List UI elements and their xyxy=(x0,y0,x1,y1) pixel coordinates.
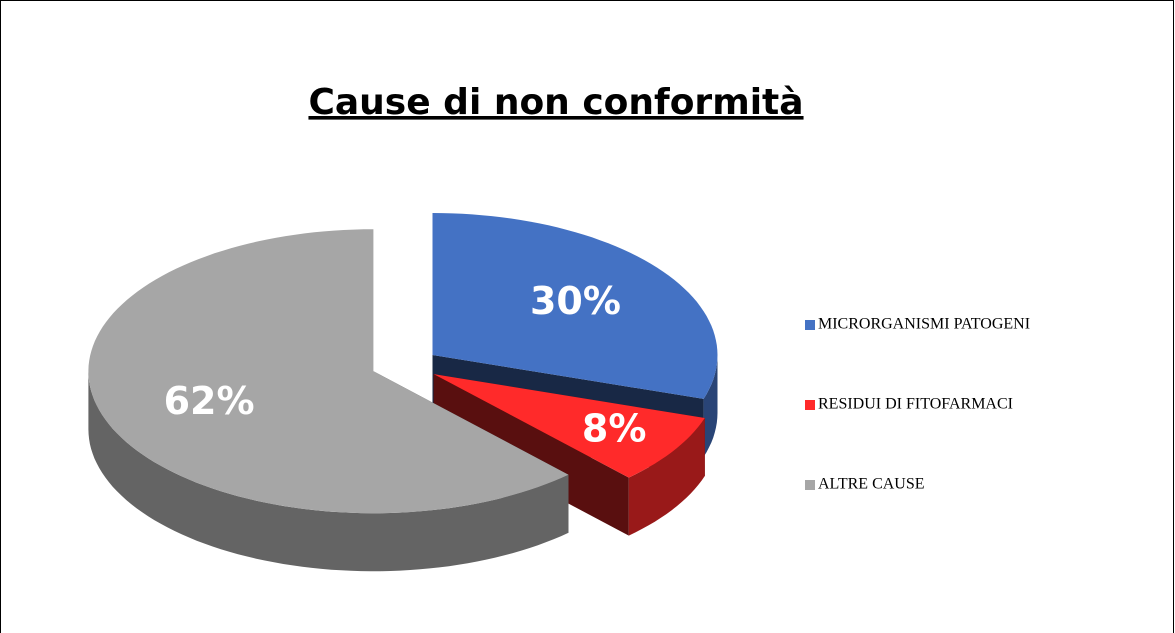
chart-title: Cause di non conformità xyxy=(308,82,803,123)
legend-swatch xyxy=(805,400,815,410)
slice-depth xyxy=(703,355,718,457)
slice xyxy=(433,374,705,536)
slice xyxy=(88,229,569,572)
legend-label: MICRORGANISMI PATOGENI xyxy=(818,316,1030,333)
slice-depth xyxy=(88,371,569,572)
legend-label: RESIDUI DI FITOFARMACI xyxy=(818,396,1013,413)
legend-label: ALTRE CAUSE xyxy=(818,476,925,493)
slice-top xyxy=(432,213,718,399)
slice-depth xyxy=(628,418,705,536)
slice-depth xyxy=(433,374,629,536)
data-label: 8% xyxy=(582,407,647,451)
slice-top xyxy=(433,374,705,478)
data-label: 62% xyxy=(164,379,255,423)
legend-swatch xyxy=(805,320,815,330)
legend-swatch xyxy=(805,480,815,490)
slice-top xyxy=(88,229,569,514)
data-label: 30% xyxy=(530,279,621,323)
